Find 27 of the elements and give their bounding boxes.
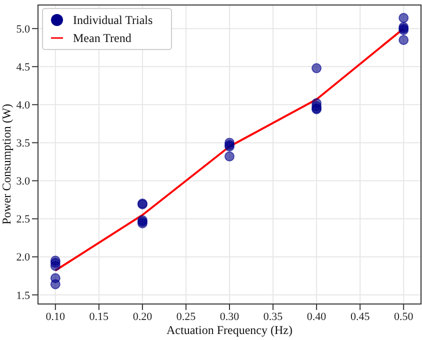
point bbox=[224, 151, 235, 162]
legend-label: Individual Trials bbox=[73, 13, 153, 27]
x-tick-label: 0.20 bbox=[132, 310, 153, 323]
y-tick-label: 5.0 bbox=[16, 23, 30, 36]
y-tick-label: 3.5 bbox=[16, 138, 30, 150]
x-tick-label: 0.50 bbox=[394, 310, 414, 323]
x-tick-label: 0.35 bbox=[263, 310, 284, 323]
x-axis-title: Actuation Frequency (Hz) bbox=[166, 323, 292, 337]
y-tick-label: 3.0 bbox=[16, 176, 30, 188]
x-tick-label: 0.40 bbox=[306, 310, 327, 323]
x-tick-label: 0.25 bbox=[176, 310, 196, 323]
legend-label: Mean Trend bbox=[73, 31, 132, 45]
x-tick-label: 0.15 bbox=[89, 310, 110, 323]
y-tick-label: 2.0 bbox=[16, 252, 30, 264]
point bbox=[398, 12, 409, 23]
point bbox=[398, 34, 409, 46]
x-tick-label: 0.30 bbox=[220, 310, 240, 323]
y-tick-label: 1.5 bbox=[16, 290, 30, 302]
point bbox=[50, 260, 60, 271]
point bbox=[312, 63, 322, 74]
x-tick-label: 0.45 bbox=[350, 310, 370, 323]
y-tick-label: 2.5 bbox=[16, 214, 30, 226]
y-axis-title: Power Consumption (W) bbox=[0, 104, 14, 224]
y-tick-label: 4.5 bbox=[16, 62, 30, 74]
y-tick-label: 4.0 bbox=[16, 100, 30, 112]
x-tick-label: 0.10 bbox=[46, 310, 66, 323]
point bbox=[50, 279, 60, 290]
